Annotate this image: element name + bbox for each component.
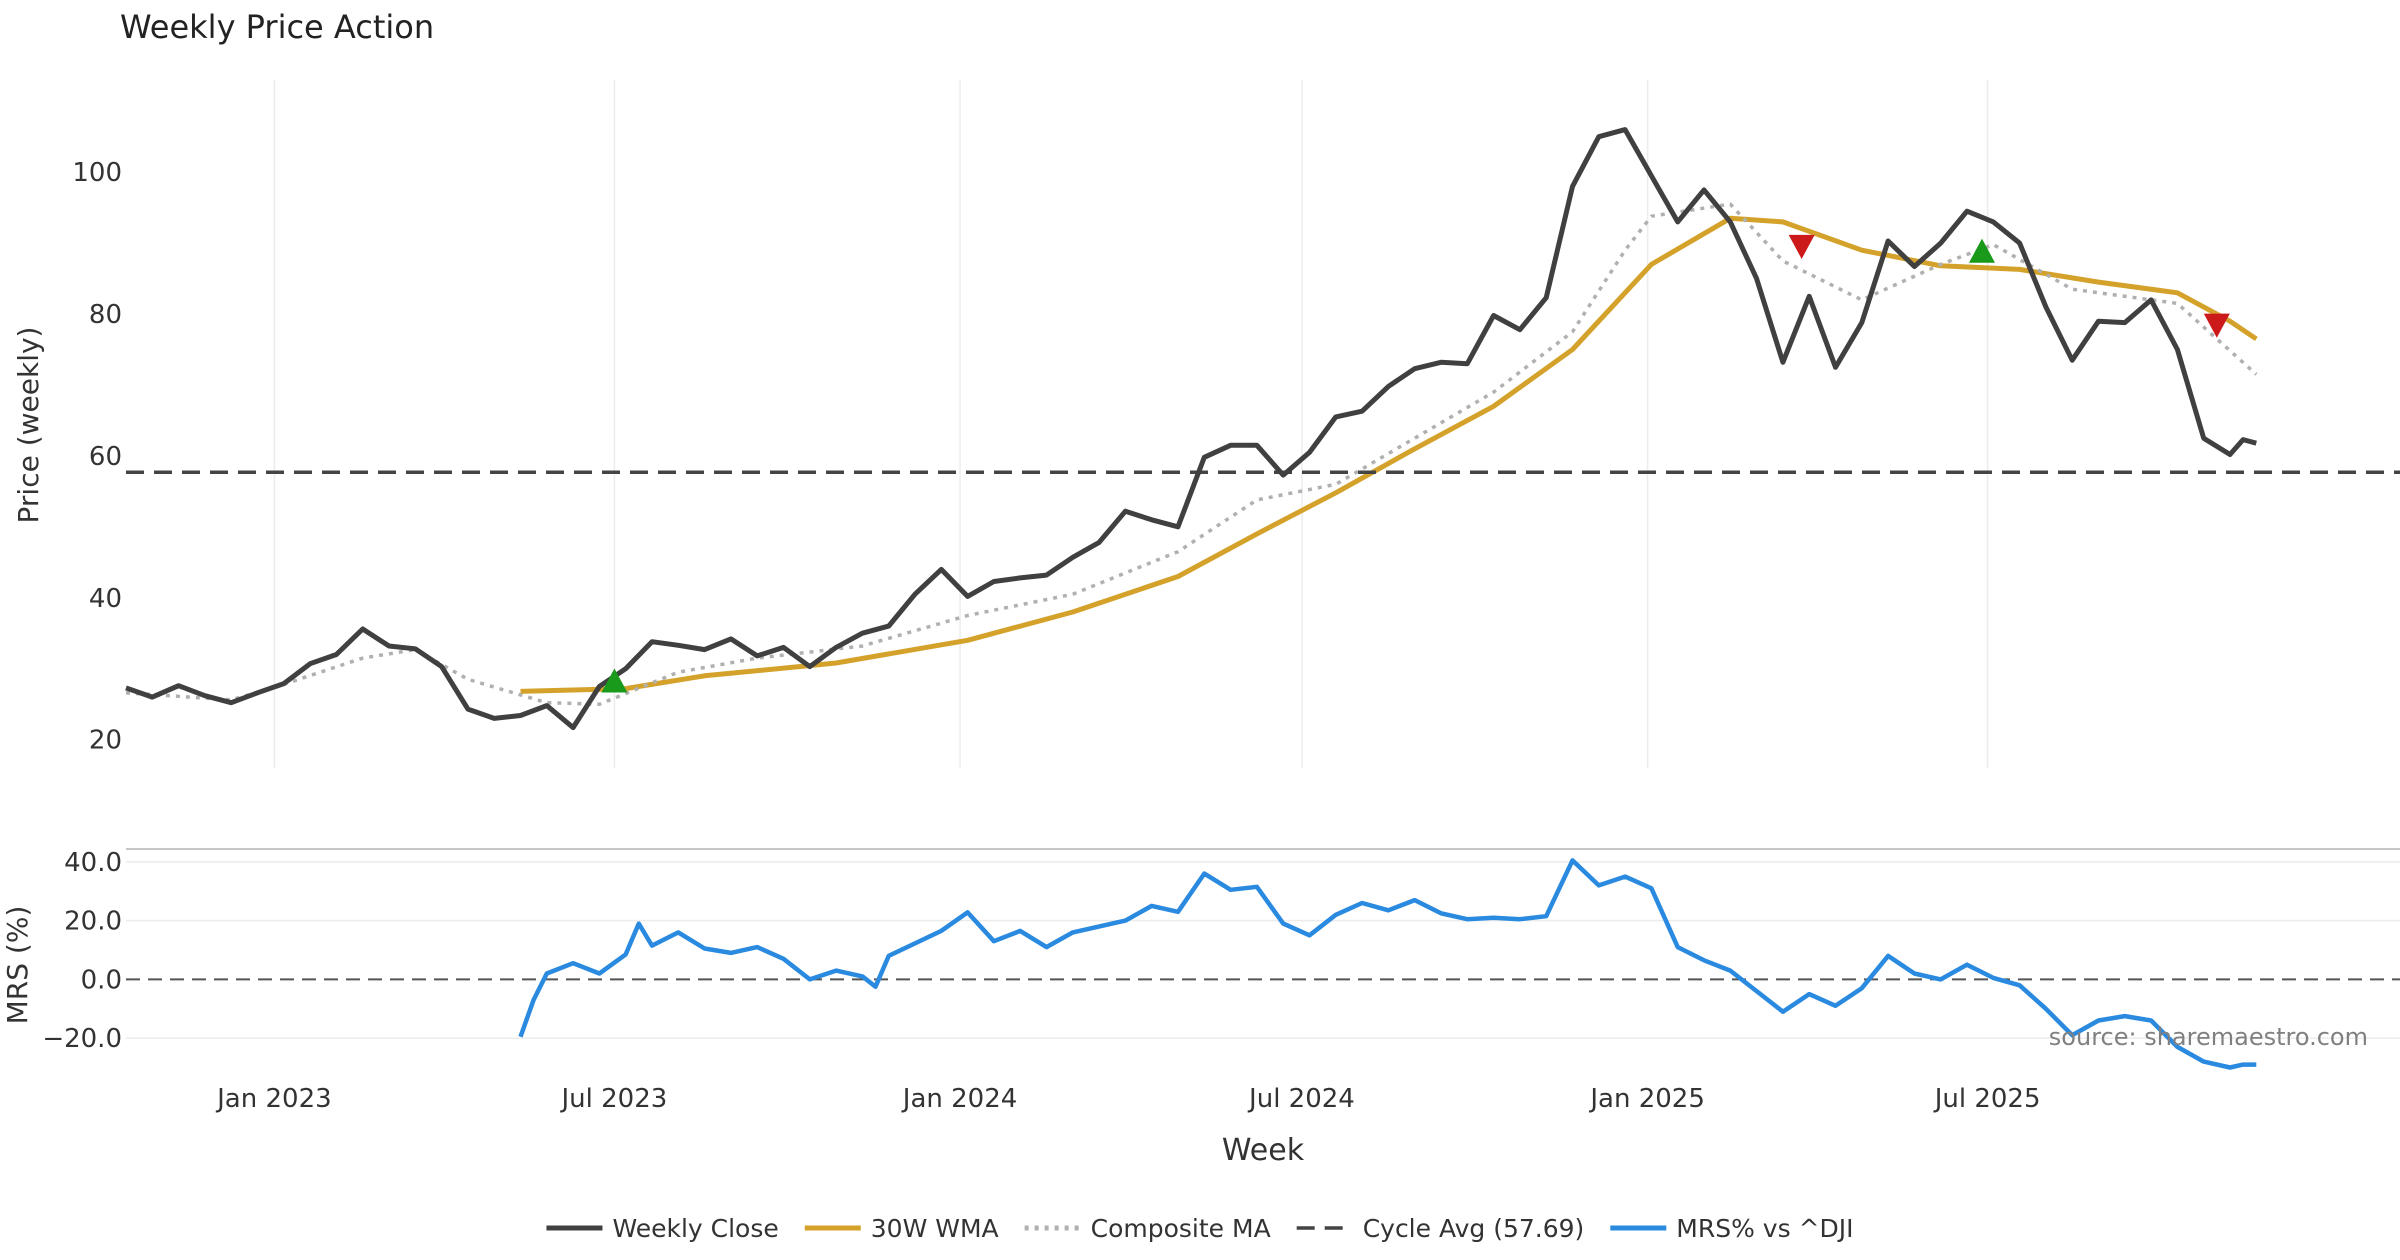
series-composite-ma — [125, 202, 2258, 706]
x-tick-1: Jul 2023 — [560, 1084, 668, 1114]
price-y-tick-2: 60 — [89, 442, 122, 472]
x-tick-3: Jul 2024 — [1247, 1084, 1355, 1114]
sell-marker-1 — [1788, 234, 1815, 259]
buy-marker-2 — [1968, 238, 1995, 263]
chart-title: Weekly Price Action — [120, 8, 434, 46]
legend-label-2: Composite MA — [1091, 1214, 1271, 1243]
x-axis-label: Week — [1222, 1133, 1305, 1168]
sell-marker-3 — [2203, 313, 2230, 338]
price-y-tick-1: 40 — [89, 584, 122, 614]
series-mrs-vs-dji — [518, 858, 2257, 1070]
legend-label-3: Cycle Avg (57.69) — [1363, 1214, 1585, 1243]
mrs-grid — [126, 861, 2400, 1039]
price-y-tick-3: 80 — [89, 300, 122, 330]
price-series — [125, 127, 2400, 731]
mrs-y-tick-0: −20.0 — [42, 1024, 122, 1054]
x-tick-2: Jan 2024 — [901, 1084, 1018, 1114]
price-y-tick-4: 100 — [72, 158, 122, 188]
x-tick-5: Jul 2025 — [1933, 1084, 2041, 1114]
legend-label-0: Weekly Close — [612, 1214, 778, 1243]
mrs-y-ticks: −20.0 0.0 20.0 40.0 — [42, 848, 122, 1054]
price-y-ticks: 20 40 60 80 100 — [72, 158, 122, 755]
series-30w-wma — [520, 215, 2258, 694]
mrs-y-tick-1: 0.0 — [81, 965, 122, 995]
legend: Weekly Close 30W WMA Composite MA Cycle Avg… — [546, 1214, 1854, 1243]
series-weekly-close — [125, 127, 2257, 731]
price-grid — [273, 80, 1989, 768]
x-axis-ticks: Jan 2023 Jul 2023 Jan 2024 Jul 2024 Jan 2025… — [215, 1084, 2040, 1114]
x-tick-4: Jan 2025 — [1588, 1084, 1705, 1114]
legend-label-4: MRS% vs ^DJI — [1676, 1214, 1853, 1243]
mrs-y-label: MRS (%) — [1, 906, 34, 1025]
price-y-label: Price (weekly) — [12, 327, 45, 524]
legend-label-1: 30W WMA — [871, 1214, 999, 1243]
x-tick-0: Jan 2023 — [215, 1084, 332, 1114]
mrs-series — [518, 858, 2257, 1070]
price-y-tick-0: 20 — [89, 726, 122, 756]
signal-markers — [601, 234, 2230, 693]
buy-marker-0 — [601, 668, 628, 693]
source-annotation: source: sharemaestro.com — [2049, 1023, 2368, 1051]
mrs-y-tick-3: 40.0 — [64, 848, 122, 878]
mrs-y-tick-2: 20.0 — [64, 907, 122, 937]
